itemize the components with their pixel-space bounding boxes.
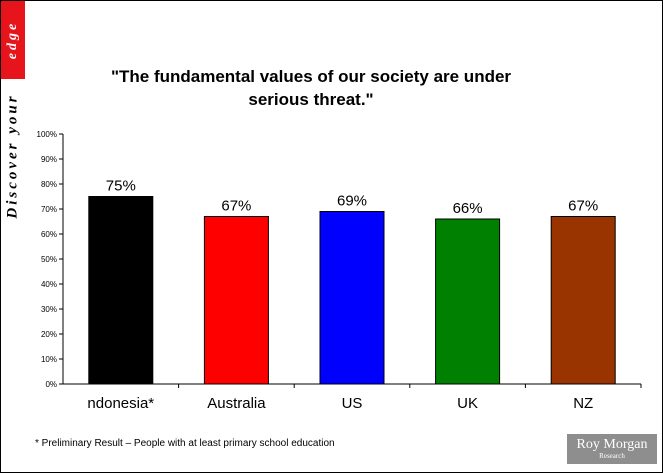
y-tick-label: 0% (45, 380, 57, 389)
logo-name: Roy Morgan (576, 437, 648, 452)
bar (203, 216, 269, 385)
data-label: 69% (337, 193, 367, 210)
y-tick-label: 90% (41, 155, 57, 164)
x-category-label: US (342, 395, 363, 412)
data-label: 67% (568, 198, 598, 215)
y-tick-label: 20% (41, 330, 57, 339)
chart-title: "The fundamental values of our society a… (110, 67, 512, 109)
y-tick-label: 10% (41, 355, 57, 364)
data-label: 66% (453, 200, 483, 217)
y-tick-label: 70% (41, 205, 57, 214)
roy-morgan-logo: Roy Morgan Research (567, 434, 657, 464)
y-tick-label: 80% (41, 180, 57, 189)
x-category-label: Australia (207, 395, 266, 412)
footnote: * Preliminary Result – People with at le… (35, 438, 335, 449)
side-brand-bar: edge Discover your (1, 1, 25, 472)
y-tick-label: 40% (41, 280, 57, 289)
x-category-label: UK (457, 395, 478, 412)
bar (88, 196, 154, 385)
bar (319, 211, 385, 385)
side-brand-red-block (1, 1, 25, 79)
x-category-label: ndonesia* (87, 395, 154, 412)
y-tick-label: 50% (41, 255, 57, 264)
y-tick-label: 100% (37, 130, 57, 139)
data-label: 75% (106, 178, 136, 195)
x-category-label: NZ (573, 395, 593, 412)
y-tick-label: 60% (41, 230, 57, 239)
bar (550, 216, 616, 385)
y-tick-label: 30% (41, 305, 57, 314)
logo-sub: Research (599, 452, 625, 460)
bar (435, 218, 501, 385)
data-label: 67% (221, 198, 251, 215)
